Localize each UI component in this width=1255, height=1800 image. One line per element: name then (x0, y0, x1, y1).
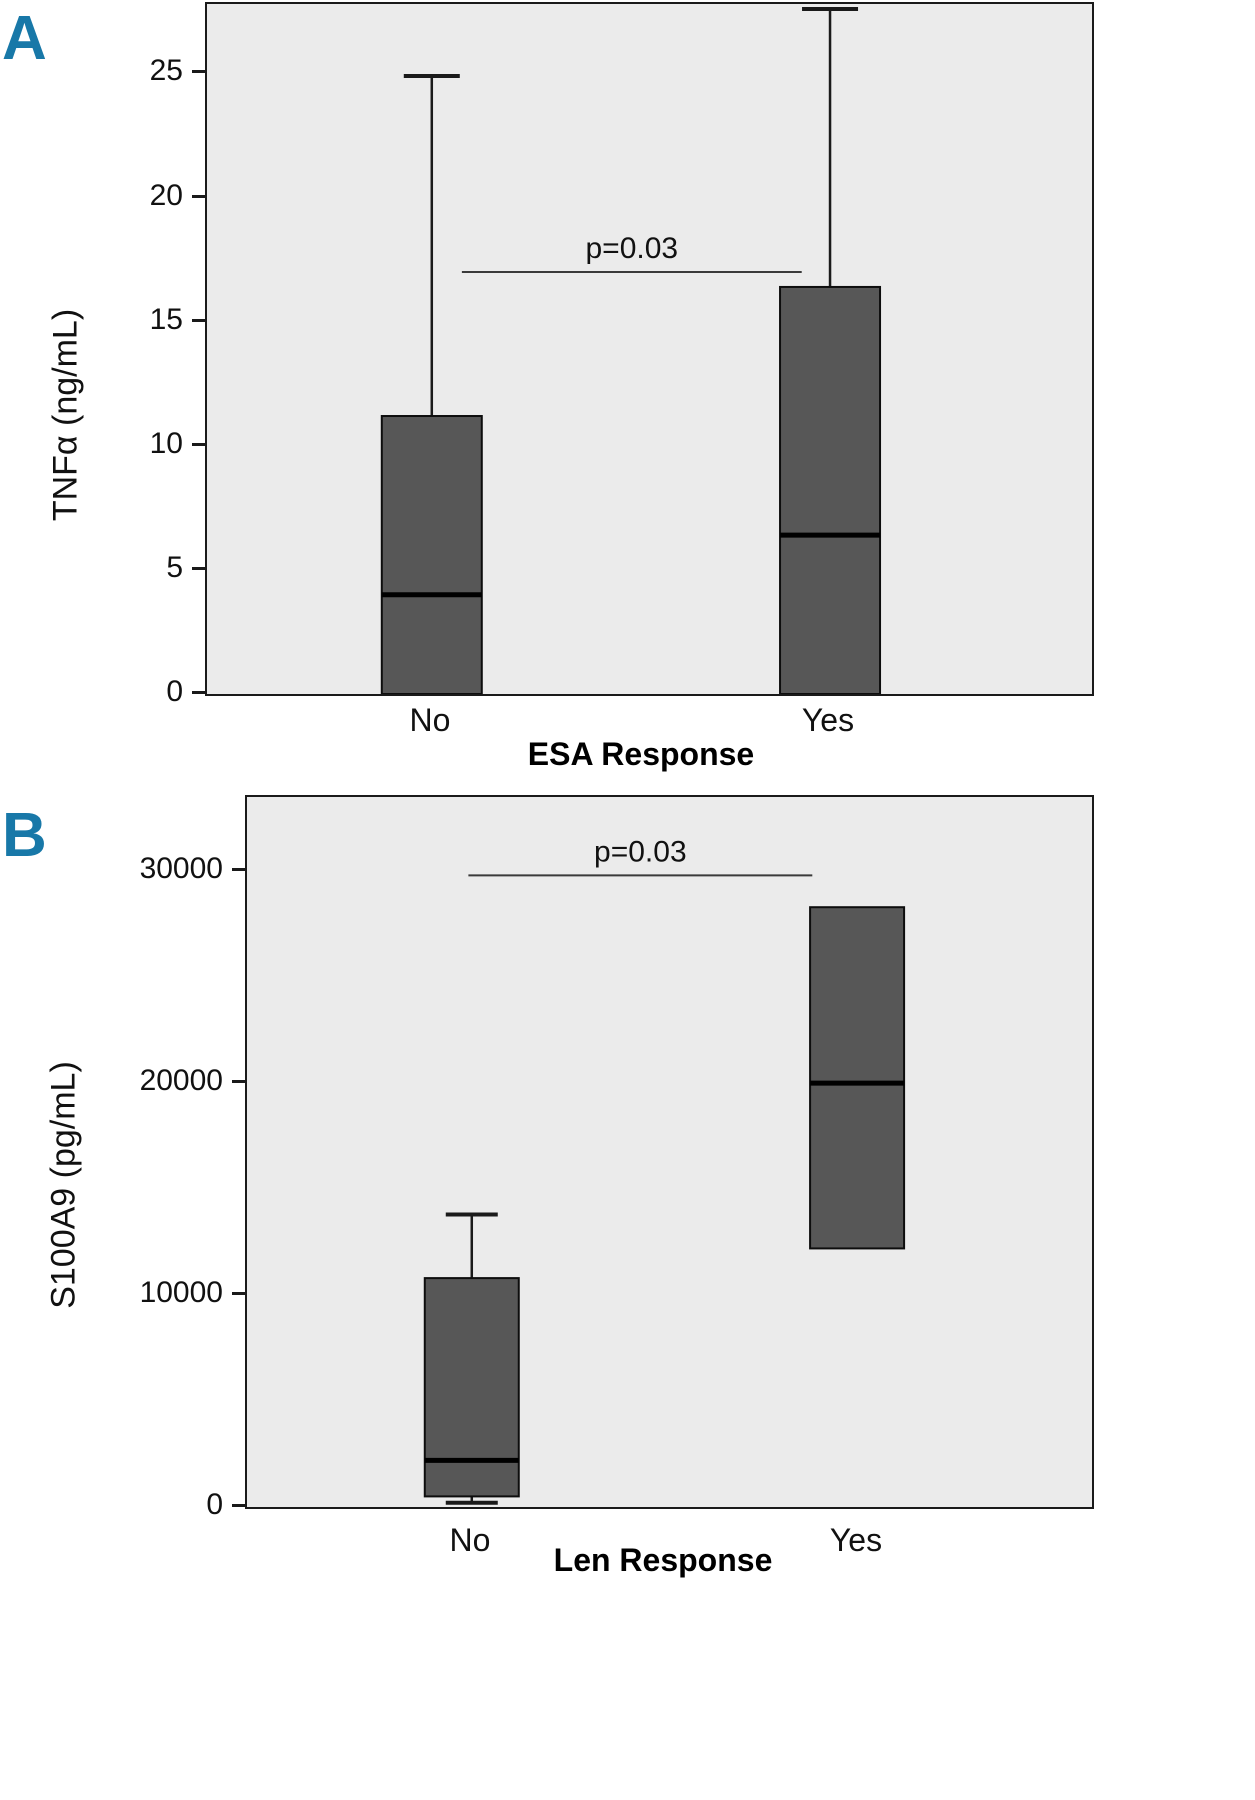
y-tick-mark (232, 1080, 245, 1084)
y-tick-mark (232, 868, 245, 872)
y-tick-label: 15 (149, 302, 183, 336)
y-tick-mark (192, 691, 205, 694)
y-tick-mark (192, 70, 205, 74)
box (809, 906, 906, 1250)
panel-b-category-yes: Yes (829, 1522, 883, 1558)
y-tick-label: 25 (149, 54, 183, 88)
panel-b-category-no: No (449, 1522, 491, 1558)
panel-a-plot-area: p=0.03 (205, 2, 1094, 696)
significance-label: p=0.03 (594, 835, 687, 868)
panel-a-category-no: No (409, 702, 451, 738)
y-tick-label: 20 (149, 178, 183, 212)
y-tick-mark (232, 1292, 245, 1296)
box (423, 1277, 520, 1498)
y-tick-mark (192, 442, 205, 446)
y-tick-label: 0 (166, 675, 183, 708)
box (380, 415, 483, 694)
panel-a-y-axis-title: TNFα (ng/mL) (46, 308, 85, 522)
y-tick-label: 20000 (139, 1064, 223, 1098)
panel-b-label: B (2, 801, 47, 870)
y-tick-mark (192, 318, 205, 322)
panel-b-plot-area: p=0.03 (245, 795, 1094, 1509)
panel-a-category-yes: Yes (801, 702, 855, 738)
box (779, 285, 882, 694)
y-tick-mark (192, 194, 205, 198)
y-tick-label: 10 (149, 426, 183, 460)
y-tick-label: 0 (206, 1488, 223, 1521)
y-tick-label: 5 (166, 550, 183, 584)
significance-label: p=0.03 (586, 232, 679, 265)
y-tick-label: 10000 (139, 1276, 223, 1310)
y-tick-label: 30000 (139, 852, 223, 886)
y-tick-mark (232, 1504, 245, 1507)
panel-b-x-axis-title: Len Response (553, 1542, 773, 1578)
panel-a-label: A (2, 4, 47, 73)
panel-a-x-axis-title: ESA Response (527, 736, 755, 772)
y-tick-mark (192, 566, 205, 570)
